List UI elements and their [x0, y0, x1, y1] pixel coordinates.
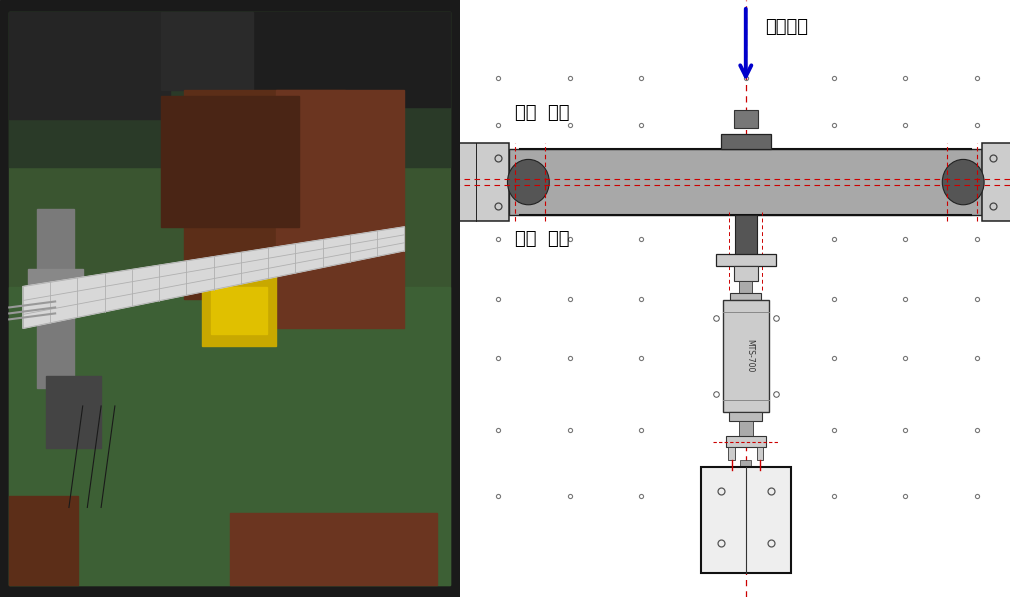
Bar [735, 215, 756, 260]
Bar [739, 281, 752, 293]
Text: 기둥  상단: 기둥 상단 [515, 104, 569, 122]
Bar [729, 412, 763, 421]
Circle shape [507, 159, 549, 205]
Bar [715, 254, 776, 266]
Bar [161, 96, 299, 227]
Bar [740, 460, 751, 467]
Bar [9, 12, 170, 119]
Bar [27, 269, 83, 298]
Polygon shape [23, 227, 404, 328]
Bar [454, 143, 509, 221]
Bar [9, 287, 450, 585]
Bar [276, 90, 404, 328]
Bar [721, 134, 771, 149]
Bar [701, 467, 791, 573]
Bar [733, 266, 758, 281]
Bar [723, 300, 769, 412]
Bar [738, 421, 752, 436]
Text: 가력방향: 가력방향 [765, 18, 808, 36]
Bar [726, 436, 766, 447]
Bar [701, 467, 791, 573]
Bar [733, 110, 758, 128]
Bar [9, 12, 450, 167]
Bar [230, 513, 436, 585]
Bar [730, 293, 762, 300]
Bar [756, 447, 764, 460]
Bar [161, 12, 252, 90]
Bar [728, 447, 735, 460]
Bar [983, 143, 1010, 221]
Bar [46, 376, 101, 448]
Text: MTS-700: MTS-700 [745, 340, 754, 373]
Bar [509, 149, 983, 215]
Bar [9, 496, 78, 585]
Bar [184, 90, 344, 298]
Bar [252, 12, 450, 107]
Bar [211, 287, 267, 334]
Bar [202, 275, 276, 346]
Circle shape [942, 159, 984, 205]
Bar [36, 209, 74, 388]
Text: 기둥  하단: 기둥 하단 [515, 230, 569, 248]
